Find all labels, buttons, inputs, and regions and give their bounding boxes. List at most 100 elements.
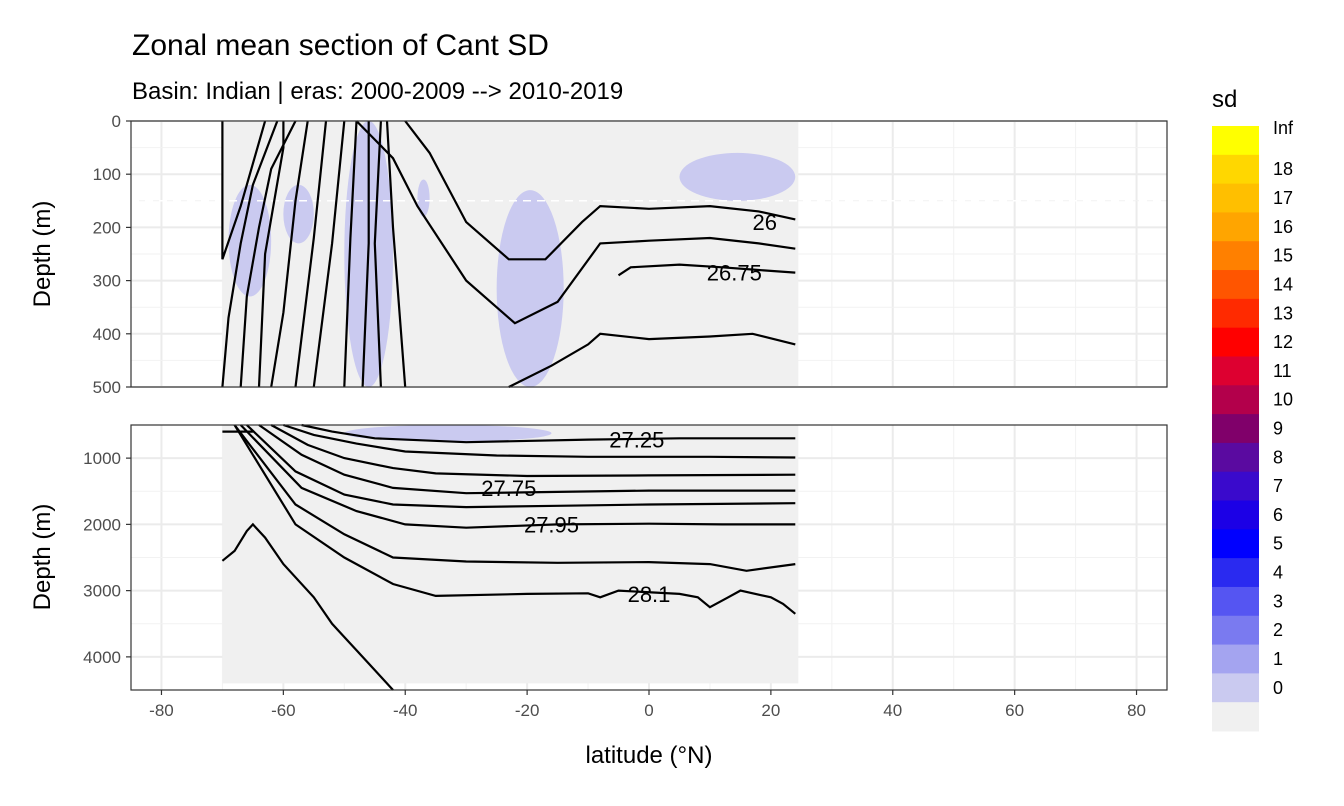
legend-label: 7 — [1273, 476, 1283, 496]
panel-border — [130, 120, 1168, 388]
y-tick-label: 2000 — [83, 515, 121, 534]
legend-label: Inf — [1273, 118, 1294, 138]
legend-label: 14 — [1273, 275, 1293, 295]
lower-panel: 27.25 27.75 27.95 28.1 1000 2000 3000 4000 -80 -6… — [83, 423, 1168, 720]
legend-color-key — [1212, 183, 1259, 213]
contour-label: 26.75 — [707, 261, 762, 286]
y-tick-label: 3000 — [83, 582, 121, 601]
x-tick-label: -60 — [271, 701, 296, 720]
contour-line — [301, 423, 796, 444]
contour-line — [221, 522, 394, 691]
x-tick-label: -40 — [393, 701, 418, 720]
legend-label: 11 — [1273, 361, 1292, 381]
contour-line — [257, 121, 285, 388]
legend-color-key — [1212, 586, 1259, 617]
x-tick-label: -80 — [149, 701, 174, 720]
contour-line — [283, 423, 796, 459]
contour-line — [246, 424, 796, 509]
contour-line — [270, 424, 796, 478]
legend-color-key — [1212, 702, 1259, 732]
legend-color-key — [1212, 154, 1259, 185]
x-tick-label: 60 — [1005, 701, 1024, 720]
legend-label: 10 — [1273, 390, 1293, 410]
x-tick-label: -20 — [515, 701, 540, 720]
contour-line — [404, 120, 796, 261]
contour-line — [343, 120, 358, 388]
y-tick-label: 1000 — [83, 449, 121, 468]
x-tick-label: 0 — [644, 701, 653, 720]
y-tick-label: 200 — [93, 218, 121, 237]
legend-label: 16 — [1273, 217, 1293, 237]
x-tick-label: 20 — [761, 701, 780, 720]
contour-line — [294, 120, 328, 388]
legend-label: 9 — [1273, 419, 1283, 439]
legend-label: 18 — [1273, 159, 1293, 179]
contour-line — [355, 120, 796, 325]
sd-region — [417, 179, 430, 217]
contour-line — [270, 120, 309, 388]
legend-label: 0 — [1273, 678, 1283, 698]
legend-label: 17 — [1273, 188, 1293, 208]
legend-color-key — [1212, 298, 1259, 329]
legend-color-key — [1212, 126, 1259, 156]
contour-line — [221, 120, 267, 260]
y-tick-label: 0 — [112, 112, 121, 131]
sd-region — [496, 190, 564, 387]
y-axis-title-lower: Depth (m) — [29, 504, 56, 611]
legend-color-key — [1212, 212, 1259, 242]
y-tick-label: 500 — [93, 378, 121, 397]
contour-label: 27.75 — [481, 476, 536, 501]
legend-title: sd — [1212, 86, 1237, 113]
legend-color-key — [1212, 356, 1259, 386]
legend-label: 1 — [1273, 649, 1283, 669]
legend-label: 12 — [1273, 332, 1293, 352]
legend-label: 8 — [1273, 447, 1283, 467]
legend-color-key — [1212, 500, 1259, 530]
legend-color-key — [1212, 385, 1259, 415]
contour-line — [385, 120, 407, 388]
sd-region — [283, 184, 314, 244]
legend-label: 4 — [1273, 563, 1283, 583]
legend-color-key — [1212, 270, 1259, 300]
y-tick-label: 4000 — [83, 648, 121, 667]
contour-line — [221, 120, 279, 388]
contour-line — [233, 424, 796, 572]
contour-line — [361, 121, 370, 388]
x-axis-title: latitude (°N) — [586, 742, 713, 769]
contour-line — [617, 263, 796, 277]
contour-line — [239, 424, 796, 529]
legend-color-key — [1212, 558, 1259, 588]
legend-label: 13 — [1273, 303, 1293, 323]
legend-color-key — [1212, 241, 1259, 271]
chart-subtitle: Basin: Indian | eras: 2000-2009 --> 2010… — [132, 78, 623, 105]
contour-label: 27.95 — [524, 512, 579, 537]
legend-label: 5 — [1273, 534, 1283, 554]
x-tick-label: 40 — [883, 701, 902, 720]
y-tick-label: 100 — [93, 165, 121, 184]
legend-color-key — [1212, 529, 1259, 559]
sd-region — [344, 425, 552, 442]
upper-panel: 26 26.75 0 100 200 300 400 500 — [93, 112, 1168, 397]
contour-line — [233, 424, 796, 615]
legend-label: 2 — [1273, 620, 1283, 640]
y-tick-label: 300 — [93, 272, 121, 291]
y-tick-label: 400 — [93, 325, 121, 344]
sd-region — [679, 152, 796, 201]
x-tick-label: 80 — [1127, 701, 1146, 720]
contour-line — [373, 120, 382, 388]
legend-color-key — [1212, 673, 1259, 703]
legend-color-key — [1212, 442, 1259, 473]
contour-label: 28.1 — [628, 582, 671, 607]
contour-line — [508, 332, 796, 388]
contour-line — [312, 120, 346, 388]
sd-background-area — [222, 425, 799, 684]
legend-color-key — [1212, 327, 1259, 357]
contour-label: 26 — [753, 210, 777, 235]
legend-color-key — [1212, 644, 1259, 674]
contour-line — [258, 424, 796, 495]
legend-label: 6 — [1273, 505, 1283, 525]
contour-line — [239, 120, 297, 388]
legend-color-key — [1212, 615, 1259, 646]
